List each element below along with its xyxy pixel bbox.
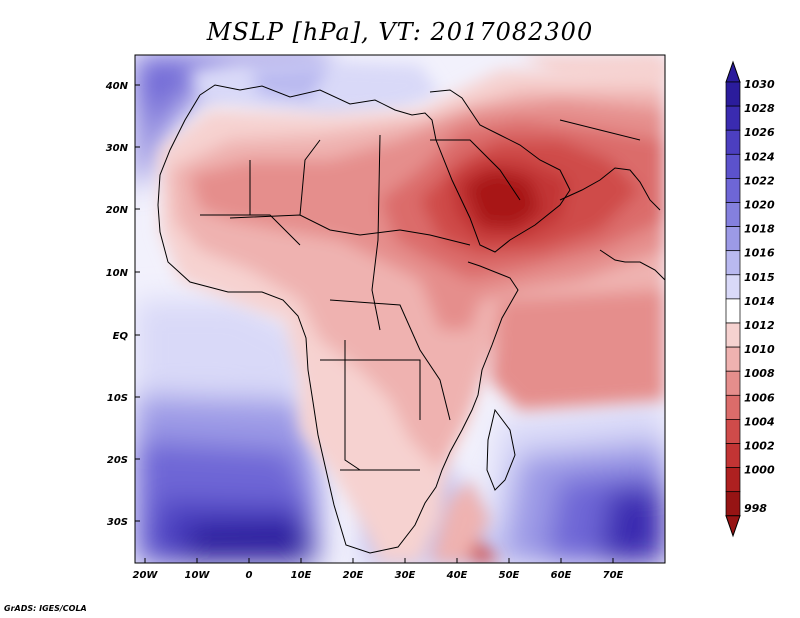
colorbar-swatch <box>725 178 741 203</box>
axis-ticks <box>135 84 614 563</box>
lat-label: 10N <box>106 268 129 279</box>
colorbar-label: 1002 <box>744 440 775 453</box>
lat-label: EQ <box>113 331 129 342</box>
lon-label: 60E <box>551 570 572 581</box>
credit-label: GrADS: IGES/COLA <box>4 604 87 613</box>
colorbar-label: 1030 <box>744 78 775 91</box>
lat-label: 20N <box>106 205 129 216</box>
colorbar-swatch <box>725 346 741 372</box>
lon-label: 40E <box>446 570 468 581</box>
lon-label: 30E <box>395 570 416 581</box>
colorbar-label: 1026 <box>744 126 775 139</box>
colorbar-label: 998 <box>744 502 767 515</box>
colorbar-label: 1008 <box>744 367 775 380</box>
colorbar-arrow-bottom <box>725 515 741 538</box>
lon-label: 0 <box>246 570 253 581</box>
colorbar-swatch <box>725 443 741 468</box>
coastlines <box>157 84 665 554</box>
colorbar-label: 1010 <box>744 343 775 356</box>
lat-label: 30N <box>106 143 129 154</box>
colorbar-label: 1000 <box>744 464 775 477</box>
longitude-labels: 20W 10W 0 10E 20E 30E 40E 50E 60E 70E <box>133 570 624 581</box>
colorbar-swatch <box>725 202 741 227</box>
colorbar-swatch <box>725 467 741 493</box>
colorbar-label: 1014 <box>744 295 775 308</box>
colorbar-swatch <box>725 419 741 444</box>
colorbar-label: 1006 <box>744 391 775 404</box>
colorbar-label: 1004 <box>744 415 775 428</box>
lon-label: 10W <box>185 570 211 581</box>
colorbar-label: 1028 <box>744 102 775 115</box>
colorbar-swatch <box>725 226 741 252</box>
colorbar-swatch <box>725 394 741 420</box>
colorbar-swatch <box>725 370 741 396</box>
lon-label: 50E <box>499 570 520 581</box>
colorbar-swatch <box>725 322 741 348</box>
colorbar-swatch <box>725 298 741 324</box>
colorbar-arrow-top <box>725 60 741 83</box>
map-title: MSLP [hPa], VT: 2017082300 <box>206 18 594 46</box>
plot-frame <box>134 54 666 564</box>
colorbar-label: 1018 <box>744 223 775 236</box>
lon-label: 20E <box>343 570 364 581</box>
colorbar-swatch <box>725 153 741 179</box>
colorbar-label: 1024 <box>744 150 775 163</box>
colorbar-label: 1015 <box>744 271 775 284</box>
pressure-field <box>135 55 665 563</box>
lat-label: 30S <box>107 517 128 528</box>
colorbar-swatch <box>725 105 741 131</box>
lat-label: 40N <box>105 81 129 92</box>
lon-label: 10E <box>291 570 312 581</box>
colorbar-swatch <box>725 81 741 107</box>
colorbar-label: 1020 <box>744 199 775 212</box>
lon-label: 70E <box>603 570 624 581</box>
colorbar-label: 1022 <box>744 174 775 187</box>
colorbar: 1030 1028 1026 1024 1022 1020 1018 1016 1015 1014… <box>725 60 775 538</box>
colorbar-swatch <box>725 491 741 517</box>
lon-label: 20W <box>133 570 159 581</box>
colorbar-swatch <box>725 250 741 276</box>
colorbar-swatch <box>725 274 741 300</box>
colorbar-swatch <box>725 129 741 155</box>
lat-label: 10S <box>107 393 128 404</box>
colorbar-label: 1016 <box>744 247 775 260</box>
colorbar-label: 1012 <box>744 319 775 332</box>
lat-label: 20S <box>107 455 128 466</box>
latitude-labels: 40N 30N 20N 10N EQ 10S 20S 30S <box>105 81 129 528</box>
